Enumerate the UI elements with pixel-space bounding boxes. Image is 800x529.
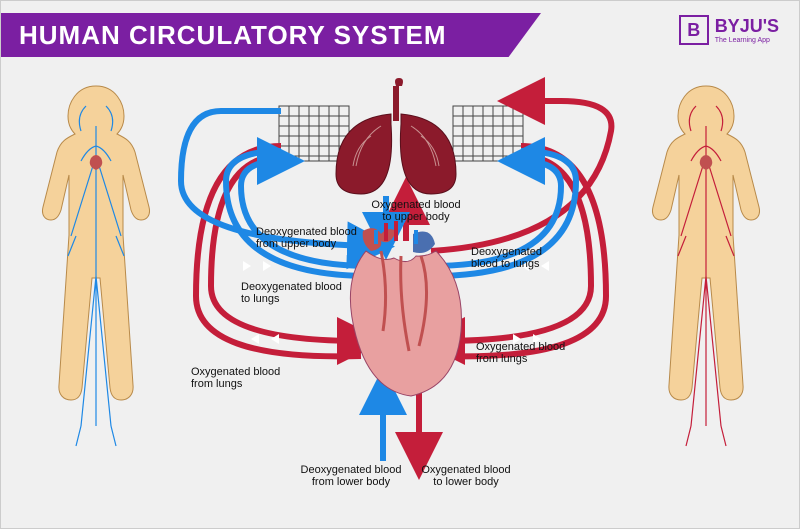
label-oxy-upper: Oxygenated bloodto upper body	[356, 199, 476, 223]
label-oxy-from-lungs-left: Oxygenated bloodfrom lungs	[191, 366, 321, 390]
logo-tagline: The Learning App	[715, 37, 779, 44]
lungs-icon	[336, 78, 456, 194]
label-deoxy-to-lungs-left: Deoxygenated bloodto lungs	[241, 281, 371, 305]
label-deoxy-lower: Deoxygenated bloodfrom lower body	[286, 464, 416, 488]
brand-logo: B BYJU'S The Learning App	[679, 15, 779, 45]
logo-text: BYJU'S The Learning App	[715, 16, 779, 44]
label-oxy-from-lungs-right: Oxygenated bloodfrom lungs	[476, 341, 606, 365]
label-deoxy-to-lungs-right: Deoxygenatedblood to lungs	[471, 246, 601, 270]
header-banner: HUMAN CIRCULATORY SYSTEM	[1, 13, 541, 57]
logo-name: BYJU'S	[715, 16, 779, 37]
page-title: HUMAN CIRCULATORY SYSTEM	[19, 20, 447, 51]
flow-svg	[1, 66, 800, 526]
capillary-grid-right-icon	[453, 106, 523, 161]
label-oxy-lower: Oxygenated bloodto lower body	[401, 464, 531, 488]
label-deoxy-upper: Deoxygenated bloodfrom upper body	[256, 226, 376, 250]
circulatory-diagram: Oxygenated bloodto upper body Deoxygenat…	[1, 66, 800, 526]
logo-mark: B	[679, 15, 709, 45]
